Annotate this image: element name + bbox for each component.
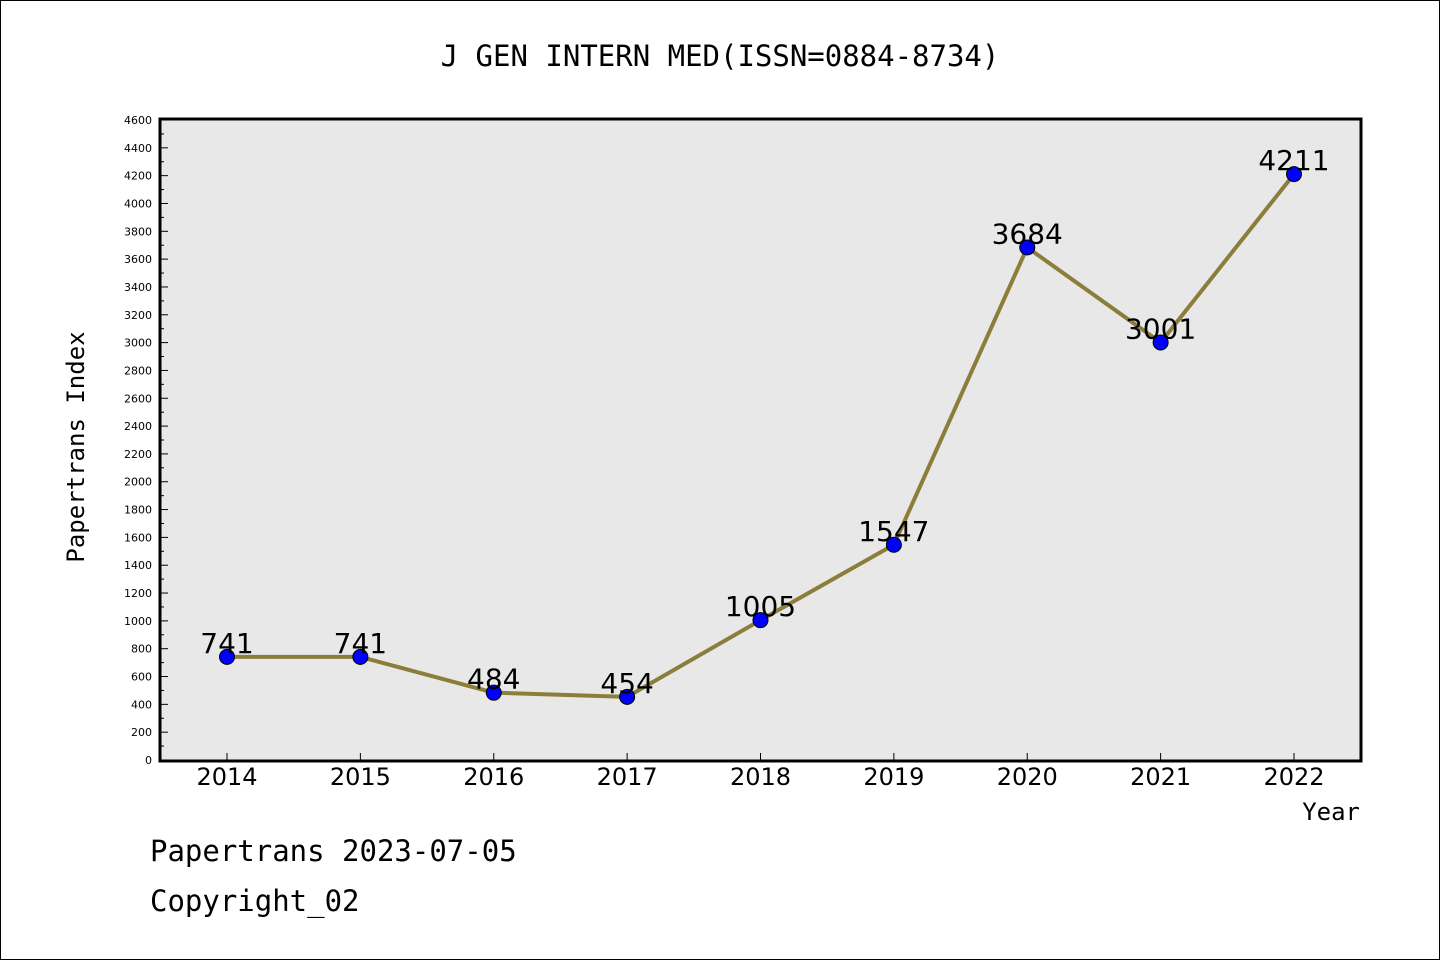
- footer-copyright-text: Copyright_02: [150, 884, 360, 918]
- y-tick-label: 3800: [124, 225, 152, 238]
- y-tick-label: 3000: [124, 337, 152, 350]
- data-label: 454: [600, 667, 653, 700]
- x-tick-label: 2019: [863, 763, 924, 791]
- y-axis-label: Papertrans Index: [62, 331, 90, 562]
- y-tick-label: 200: [131, 726, 152, 739]
- chart-title: J GEN INTERN MED(ISSN=0884-8734): [441, 39, 1000, 73]
- y-tick-label: 3200: [124, 309, 152, 322]
- data-point: [619, 688, 636, 705]
- data-label: 1547: [858, 515, 929, 548]
- y-tick-label: 2400: [124, 420, 152, 433]
- data-label: 741: [200, 627, 253, 660]
- data-labels: 741 741 484 454 1005 1547 3684 3001 4211: [200, 144, 1329, 700]
- x-tick-label: 2018: [730, 763, 791, 791]
- y-tick-label: 2600: [124, 392, 152, 405]
- data-point: [1152, 334, 1169, 351]
- y-tick-label: 1600: [124, 531, 152, 544]
- x-axis: 2014 2015 2016 2017 2018 2019 2020 2021 2022: [196, 753, 1325, 791]
- y-tick-label: 800: [131, 643, 152, 656]
- series-markers: [219, 166, 1302, 705]
- y-tick-label: 1800: [124, 504, 152, 517]
- data-point: [1286, 166, 1302, 183]
- y-tick-label: 4200: [124, 170, 152, 183]
- data-label: 1005: [725, 590, 796, 623]
- data-point: [352, 648, 369, 665]
- y-tick-label: 1200: [124, 587, 152, 600]
- y-tick-label: 3400: [124, 281, 152, 294]
- y-tick-label: 2000: [124, 476, 152, 489]
- y-tick-label: 2800: [124, 364, 152, 377]
- x-tick-label: 2017: [597, 763, 658, 791]
- data-label: 4211: [1258, 144, 1329, 177]
- data-point: [752, 612, 769, 629]
- y-axis: 0 200 400 600 800 1000 1200 1400 1600 1800 2000 220…: [124, 114, 168, 767]
- data-label: 484: [467, 663, 520, 696]
- x-axis-label: Year: [1302, 798, 1360, 826]
- y-tick-label: 400: [131, 698, 152, 711]
- y-tick-label: 2200: [124, 448, 152, 461]
- data-label: 3684: [992, 217, 1063, 250]
- y-tick-label: 1000: [124, 615, 152, 628]
- x-tick-label: 2015: [330, 763, 391, 791]
- x-tick-label: 2014: [196, 763, 257, 791]
- footer-date-text: Papertrans 2023-07-05: [150, 834, 517, 868]
- data-point: [885, 536, 902, 553]
- x-tick-label: 2020: [997, 763, 1058, 791]
- y-tick-label: 4600: [124, 114, 152, 127]
- y-tick-label: 3600: [124, 253, 152, 266]
- data-point: [1019, 239, 1036, 256]
- y-tick-label: 0: [145, 754, 152, 767]
- y-tick-label: 4000: [124, 197, 152, 210]
- data-point: [219, 648, 235, 665]
- data-label: 3001: [1125, 312, 1196, 345]
- x-tick-label: 2016: [463, 763, 524, 791]
- x-tick-label: 2022: [1263, 763, 1324, 791]
- y-tick-label: 600: [131, 671, 152, 684]
- x-tick-label: 2021: [1130, 763, 1191, 791]
- data-label: 741: [334, 627, 387, 660]
- plot-area: [158, 117, 1363, 763]
- y-tick-label: 1400: [124, 559, 152, 572]
- y-tick-label: 4400: [124, 142, 152, 155]
- data-point: [485, 684, 502, 701]
